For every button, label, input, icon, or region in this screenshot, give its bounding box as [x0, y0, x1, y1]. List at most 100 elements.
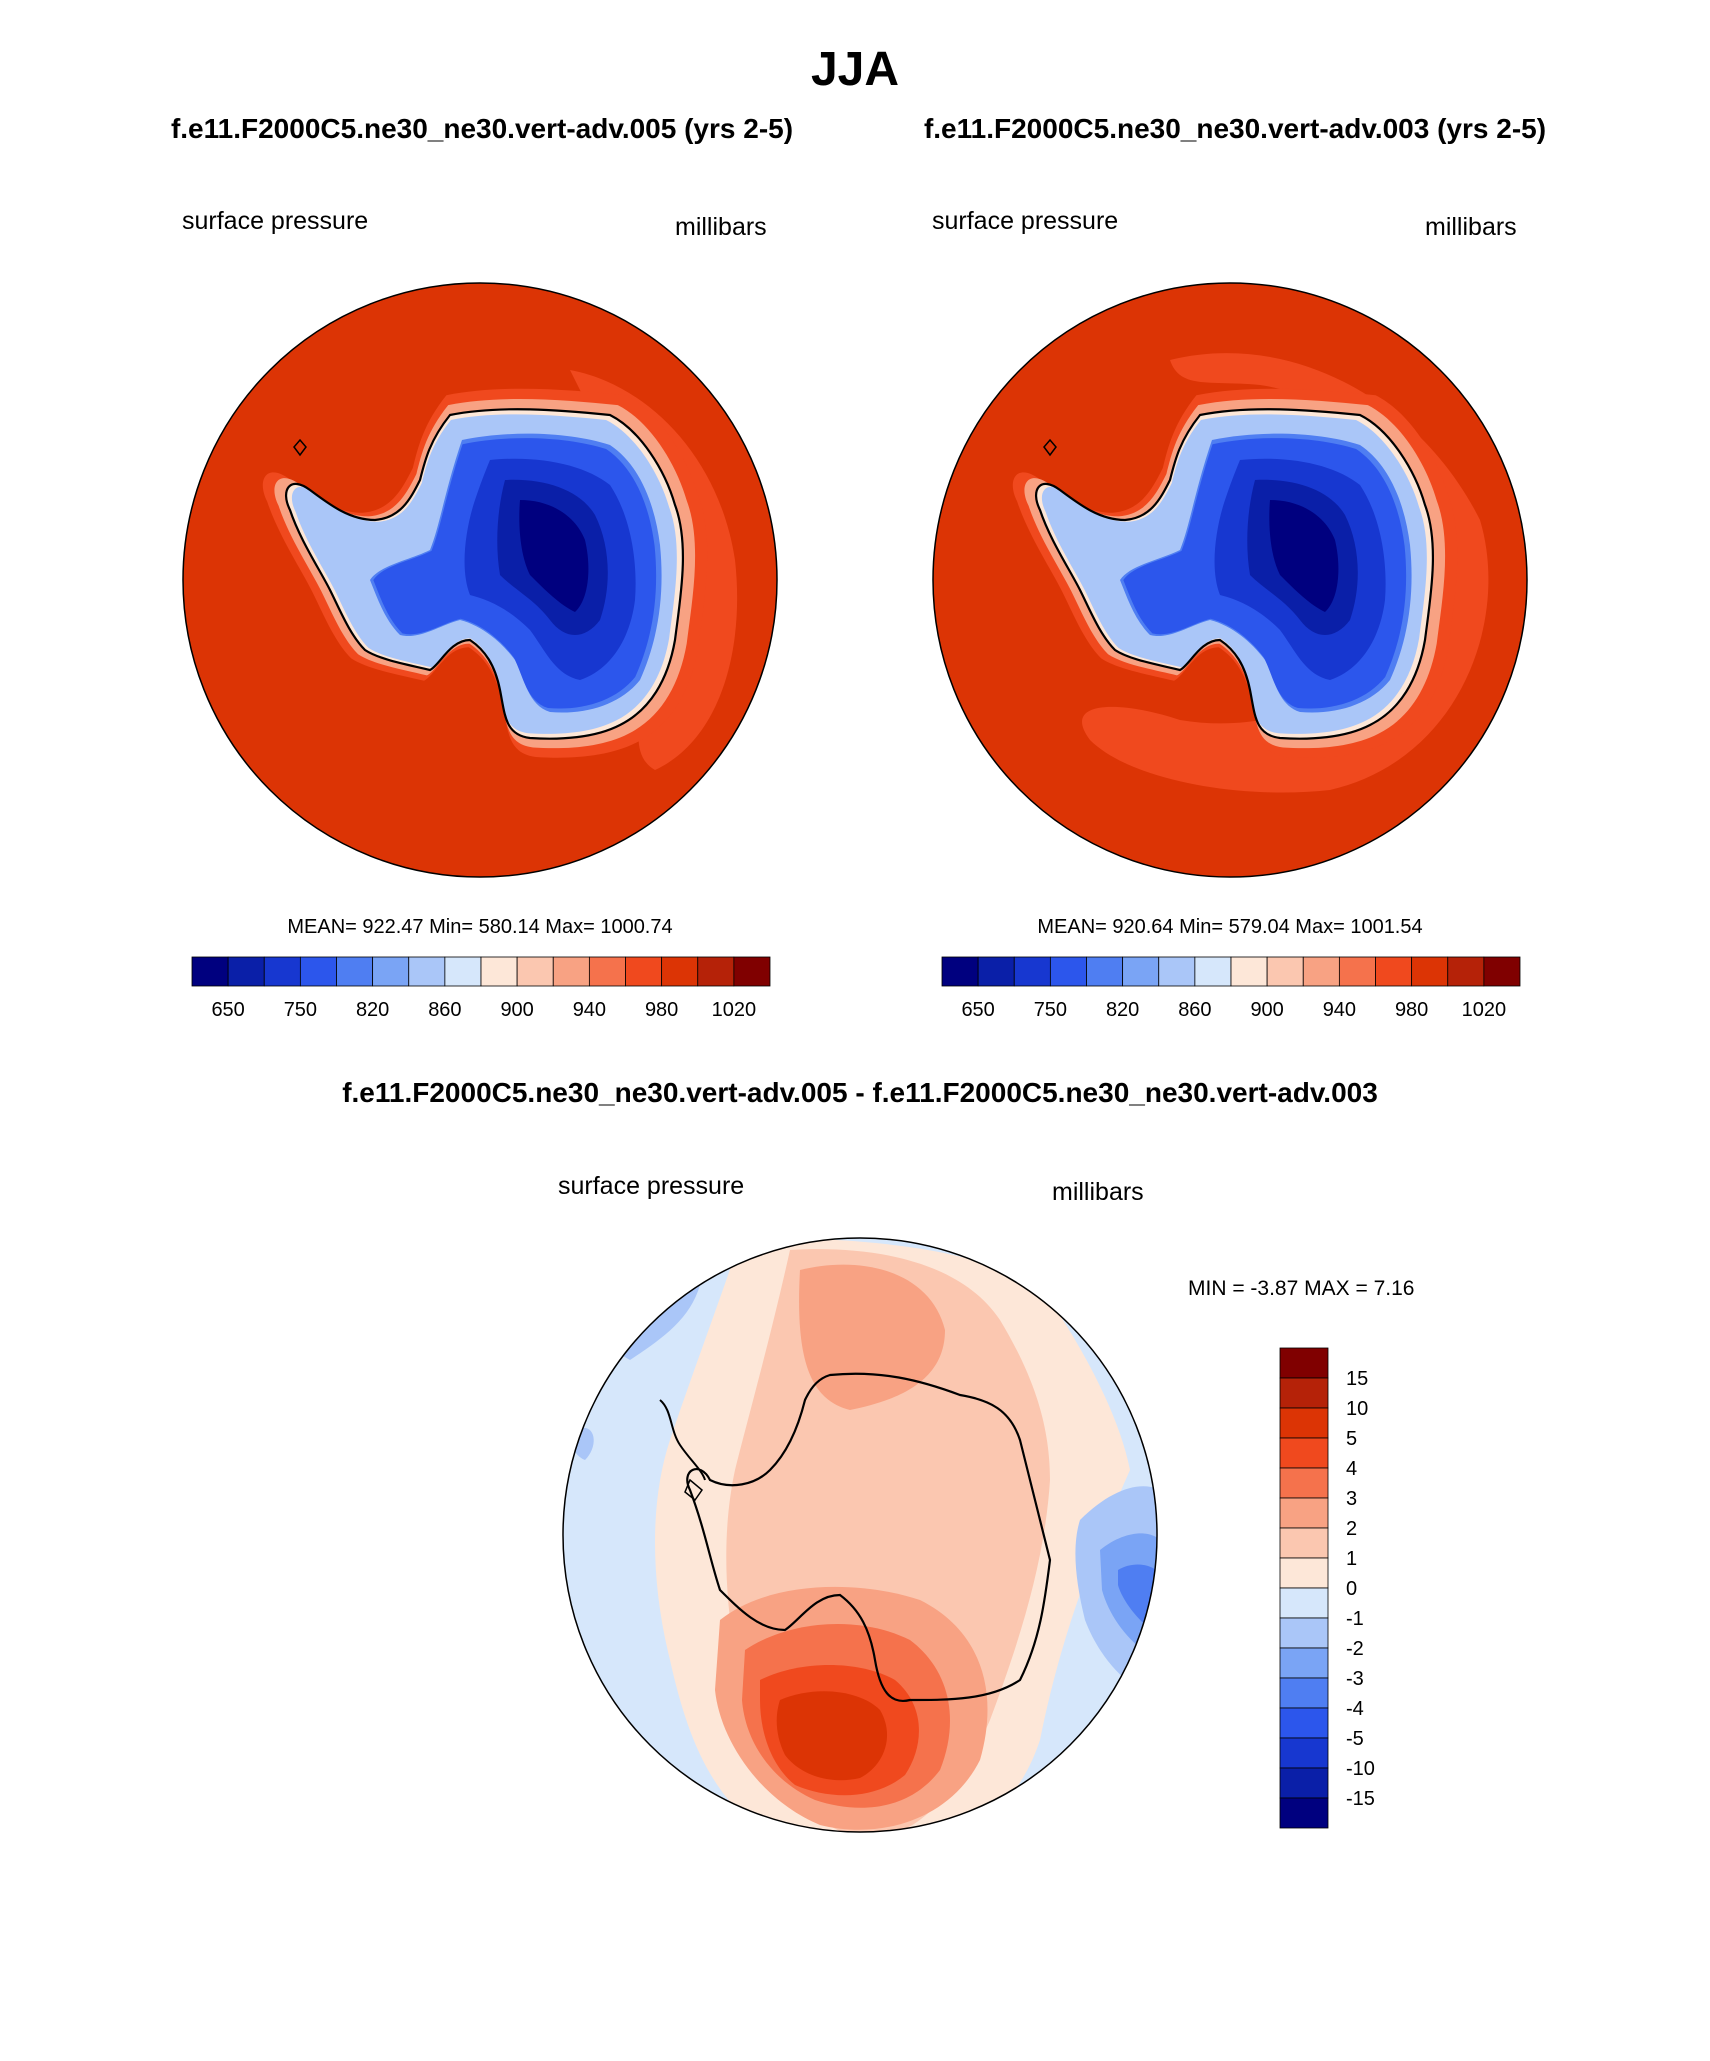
diff-stats: MIN = -3.87 MAX = 7.16 [1188, 1277, 1414, 1300]
panel-a-colorbar-tick-label: 1020 [712, 999, 757, 1021]
panel-a-colorbar-tick-label: 860 [428, 999, 461, 1021]
panel-a-colorbar-swatch [336, 956, 374, 987]
panel-b-colorbar-swatch [1086, 956, 1124, 987]
diff-colorbar-tick-label: 2 [1346, 1518, 1357, 1540]
diff-colorbar-tick-label: -15 [1346, 1788, 1375, 1810]
panel-b-colorbar-tick-label: 860 [1178, 999, 1211, 1021]
diff-units-label: millibars [1052, 1178, 1144, 1206]
panel-b-colorbar-swatch [977, 956, 1015, 987]
diff-colorbar-swatch [1279, 1767, 1329, 1799]
panel-a-colorbar-swatch [372, 956, 410, 987]
diff-variable-label: surface pressure [558, 1172, 744, 1200]
panel-b-colorbar-tick-label: 940 [1323, 999, 1356, 1021]
panel-a-colorbar-swatch [661, 956, 699, 987]
panel-a-colorbar-swatch [480, 956, 518, 987]
diff-colorbar-swatch [1279, 1557, 1329, 1589]
panel-a-colorbar-tick-label: 820 [356, 999, 389, 1021]
panel-b-stats: MEAN= 920.64 Min= 579.04 Max= 1001.54 [1037, 916, 1422, 938]
panel-b-variable-label: surface pressure [932, 207, 1118, 235]
panel-b-colorbar-swatch [1447, 956, 1485, 987]
panel-difference: surface pressure millibars MIN [558, 1172, 1414, 1833]
panel-b-colorbar-swatch [1230, 956, 1268, 987]
diff-colorbar-swatch [1279, 1377, 1329, 1409]
panel-a-colorbar-swatch [408, 956, 446, 987]
panel-b-colorbar: 650 750 820 860 900 940 980 1020 [941, 956, 1521, 1021]
panel-a-colorbar-swatch [227, 956, 265, 987]
panel-a-map [183, 283, 777, 877]
panel-b-colorbar-swatch [1122, 956, 1160, 987]
panel-a-colorbar-swatch [697, 956, 735, 987]
diff-colorbar-swatch [1279, 1527, 1329, 1559]
panel-b-colorbar-tick-label: 650 [961, 999, 994, 1021]
diff-colorbar-tick-label: 1 [1346, 1548, 1357, 1570]
panel-b-units-label: millibars [1425, 213, 1517, 241]
diff-colorbar-swatch [1279, 1797, 1329, 1829]
diff-colorbar-swatch [1279, 1587, 1329, 1619]
panel-b-colorbar-swatch [1302, 956, 1340, 987]
panel-a-colorbar: 650 750 820 860 900 940 980 1020 [191, 956, 771, 1021]
panel-b-colorbar-swatch [1411, 956, 1449, 987]
panel-b-colorbar-swatch [1266, 956, 1304, 987]
diff-colorbar-tick-label: -4 [1346, 1698, 1364, 1720]
diff-colorbar-swatch [1279, 1617, 1329, 1649]
panel-a-colorbar-tick-label: 750 [284, 999, 317, 1021]
panel-case-a: surface pressure millibars MEAN= 922.47 … [182, 207, 778, 1021]
diff-colorbar-tick-label: -5 [1346, 1728, 1364, 1750]
diff-colorbar-tick-label: -10 [1346, 1758, 1375, 1780]
diff-colorbar-tick-label: 15 [1346, 1368, 1368, 1390]
diff-map-border [562, 1237, 1158, 1833]
panel-a-colorbar-swatch [625, 956, 663, 987]
panel-b-map [933, 283, 1527, 877]
panel-b-map-border [932, 282, 1528, 878]
diff-colorbar-swatch [1279, 1437, 1329, 1469]
panel-b-colorbar-tick-label: 1020 [1462, 999, 1507, 1021]
panel-a-variable-label: surface pressure [182, 207, 368, 235]
panel-b-colorbar-tick-label: 820 [1106, 999, 1139, 1021]
diff-colorbar-tick-label: 10 [1346, 1398, 1368, 1420]
panel-a-colorbar-swatch [588, 956, 626, 987]
panel-b-colorbar-swatch [1049, 956, 1087, 987]
diff-colorbar-tick-label: -2 [1346, 1638, 1364, 1660]
diff-map [563, 1238, 1157, 1832]
panel-a-units-label: millibars [675, 213, 767, 241]
panel-a-colorbar-swatch [299, 956, 337, 987]
diff-colorbar-swatch [1279, 1737, 1329, 1769]
panel-a-colorbar-swatch [733, 956, 771, 987]
diff-colorbar-tick-label: 4 [1346, 1458, 1357, 1480]
diff-colorbar-swatch [1279, 1347, 1329, 1379]
season-title: JJA [811, 43, 899, 96]
panel-b-colorbar-tick-label: 750 [1034, 999, 1067, 1021]
diff-colorbar-swatch [1279, 1677, 1329, 1709]
panel-a-colorbar-tick-label: 940 [573, 999, 606, 1021]
panel-b-colorbar-swatch [1338, 956, 1376, 987]
diff-colorbar-swatch [1279, 1467, 1329, 1499]
diff-colorbar-tick-label: 0 [1346, 1578, 1357, 1600]
panel-b-colorbar-tick-label: 980 [1395, 999, 1428, 1021]
panel-case-b: surface pressure millibars MEAN= 920.64 … [932, 207, 1528, 1021]
panel-a-colorbar-swatch [263, 956, 301, 987]
diff-colorbar-swatch [1279, 1497, 1329, 1529]
case-b-title: f.e11.F2000C5.ne30_ne30.vert-adv.003 (yr… [924, 113, 1546, 144]
panel-a-map-border [182, 282, 778, 878]
panel-a-colorbar-swatch [552, 956, 590, 987]
panel-b-colorbar-swatch [941, 956, 979, 987]
panel-a-colorbar-tick-label: 900 [500, 999, 533, 1021]
diff-colorbar-swatch [1279, 1407, 1329, 1439]
diff-colorbar-tick-label: -1 [1346, 1608, 1364, 1630]
diff-colorbar-tick-label: 3 [1346, 1488, 1357, 1510]
panel-b-colorbar-tick-label: 900 [1250, 999, 1283, 1021]
panel-a-colorbar-swatch [516, 956, 554, 987]
panel-a-stats: MEAN= 922.47 Min= 580.14 Max= 1000.74 [287, 916, 672, 938]
panel-b-colorbar-swatch [1483, 956, 1521, 987]
diff-colorbar-tick-label: 5 [1346, 1428, 1357, 1450]
diff-colorbar-tick-label: -3 [1346, 1668, 1364, 1690]
case-a-title: f.e11.F2000C5.ne30_ne30.vert-adv.005 (yr… [171, 113, 793, 144]
panel-a-colorbar-swatch [444, 956, 482, 987]
panel-b-colorbar-swatch [1194, 956, 1232, 987]
diff-colorbar-swatch [1279, 1707, 1329, 1739]
panel-a-colorbar-swatch [191, 956, 229, 987]
panel-b-colorbar-swatch [1375, 956, 1413, 987]
panel-a-colorbar-tick-label: 980 [645, 999, 678, 1021]
